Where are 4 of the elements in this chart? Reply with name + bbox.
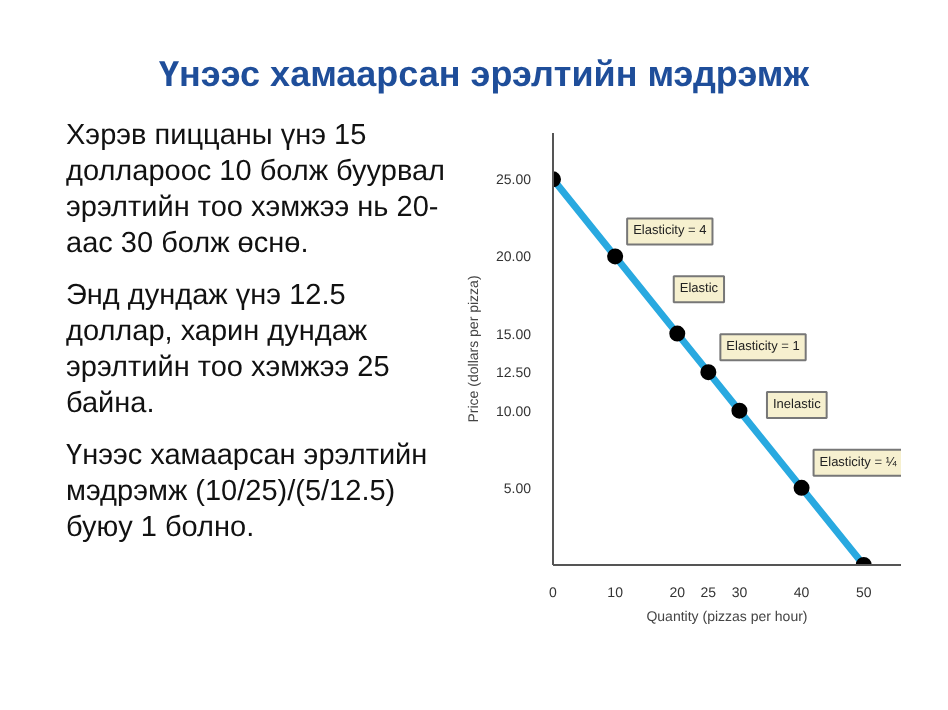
- text: Энд дундаж үнэ 12.5 доллар, харин дундаж эрэлтийн тоо хэмжээ 25 байна.: [66, 278, 392, 422]
- chart-title: Үнээс хамаарсан эрэлтийн мэдрэмж: [157, 52, 811, 98]
- text: Үнээс хамаарсан эрэлтийн мэдрэмж (10/25)/(5/12.5) буюу 1 болно.: [66, 438, 430, 546]
- text: Хэрэв пиццаны үнэ 15 доллароос 10 болж буурвал эрэлтийн тоо хэмжээ нь 20-аас 30 болж өснө.: [66, 118, 448, 262]
